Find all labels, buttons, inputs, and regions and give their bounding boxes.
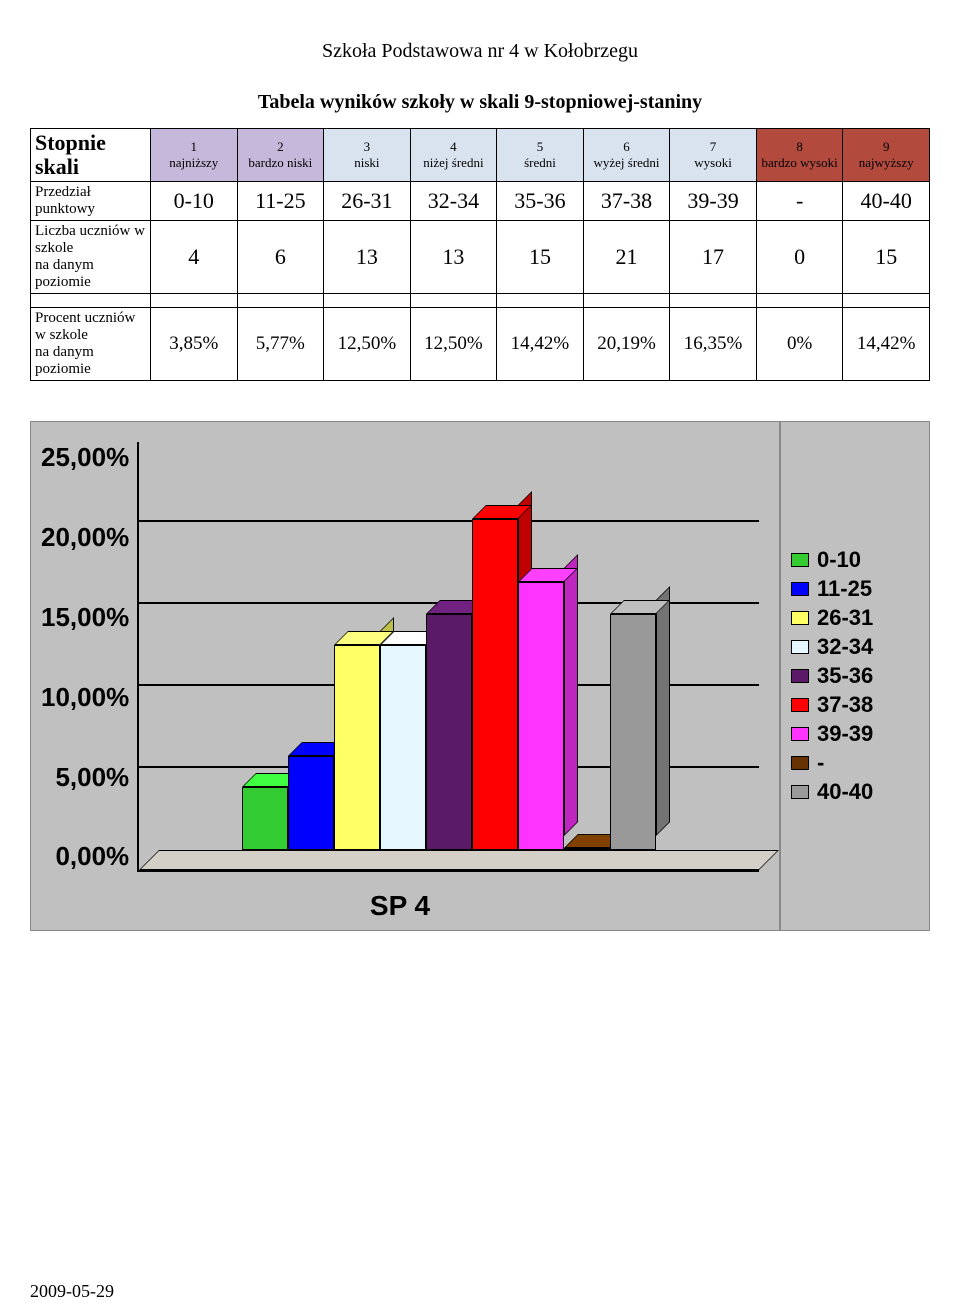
legend-item: 11-25 (791, 576, 919, 602)
bar (242, 787, 288, 850)
legend-item: 37-38 (791, 692, 919, 718)
legend-item: 0-10 (791, 547, 919, 573)
y-tick-label: 5,00% (55, 762, 129, 793)
bar (610, 614, 656, 850)
legend-swatch (791, 756, 809, 770)
bars-container (139, 442, 759, 850)
legend: 0-10 11-25 26-31 32-34 35-36 37-38 39-39 - 40-40 (780, 421, 930, 931)
legend-swatch (791, 669, 809, 683)
x-axis-label: SP 4 (41, 890, 759, 922)
bar (426, 614, 472, 850)
chart-box: 25,00% 20,00% 15,00% 10,00% 5,00% 0,00% SP 4 (30, 421, 780, 931)
legend-item: 32-34 (791, 634, 919, 660)
legend-swatch (791, 582, 809, 596)
legend-item: 39-39 (791, 721, 919, 747)
legend-swatch (791, 785, 809, 799)
legend-label: 35-36 (817, 663, 873, 689)
bar (334, 645, 380, 850)
row-procent: Procent uczniów w szkole na danym poziom… (31, 308, 930, 381)
y-tick-label: 10,00% (41, 682, 129, 713)
legend-label: 26-31 (817, 605, 873, 631)
stopnie-skali-label: Stopnie skali (35, 130, 106, 179)
row-liczba: Liczba uczniów w szkole na danym poziomi… (31, 221, 930, 294)
label-liczba: Liczba uczniów w szkole na danym poziomi… (31, 221, 151, 294)
legend-label: - (817, 750, 824, 776)
header-row: Stopnie skali 1najniższy 2bardzo niski 3… (31, 129, 930, 182)
label-procent: Procent uczniów w szkole na danym poziom… (31, 308, 151, 381)
y-tick-label: 25,00% (41, 442, 129, 473)
legend-label: 0-10 (817, 547, 861, 573)
bar (564, 848, 610, 850)
plot-area (137, 442, 759, 872)
legend-label: 40-40 (817, 779, 873, 805)
legend-item: 40-40 (791, 779, 919, 805)
y-tick-label: 20,00% (41, 522, 129, 553)
bar (288, 756, 334, 851)
y-tick-label: 0,00% (55, 841, 129, 872)
label-przedzial: Przedział punktowy (31, 182, 151, 221)
chart-floor (139, 850, 779, 870)
legend-label: 11-25 (817, 576, 872, 602)
results-table: Stopnie skali 1najniższy 2bardzo niski 3… (30, 128, 930, 381)
bar (380, 645, 426, 850)
row-przedzial: Przedział punktowy 0-10 11-25 26-31 32-3… (31, 182, 930, 221)
school-name: Szkoła Podstawowa nr 4 w Kołobrzegu (30, 40, 930, 63)
y-tick-label: 15,00% (41, 602, 129, 633)
legend-swatch (791, 611, 809, 625)
legend-swatch (791, 640, 809, 654)
legend-swatch (791, 727, 809, 741)
legend-label: 32-34 (817, 634, 873, 660)
legend-item: - (791, 750, 919, 776)
bar (518, 582, 564, 850)
legend-swatch (791, 698, 809, 712)
footer-date: 2009-05-29 (30, 1281, 114, 1302)
legend-item: 35-36 (791, 663, 919, 689)
y-axis: 25,00% 20,00% 15,00% 10,00% 5,00% 0,00% (41, 442, 137, 872)
legend-item: 26-31 (791, 605, 919, 631)
spacer-row (31, 294, 930, 308)
legend-swatch (791, 553, 809, 567)
bar (472, 519, 518, 850)
legend-label: 37-38 (817, 692, 873, 718)
legend-label: 39-39 (817, 721, 873, 747)
chart-wrap: 25,00%20,00%15,00%10,00%5,00%0,00% SP 4 … (30, 421, 930, 931)
table-title: Tabela wyników szkoły w skali 9-stopniow… (30, 91, 930, 114)
